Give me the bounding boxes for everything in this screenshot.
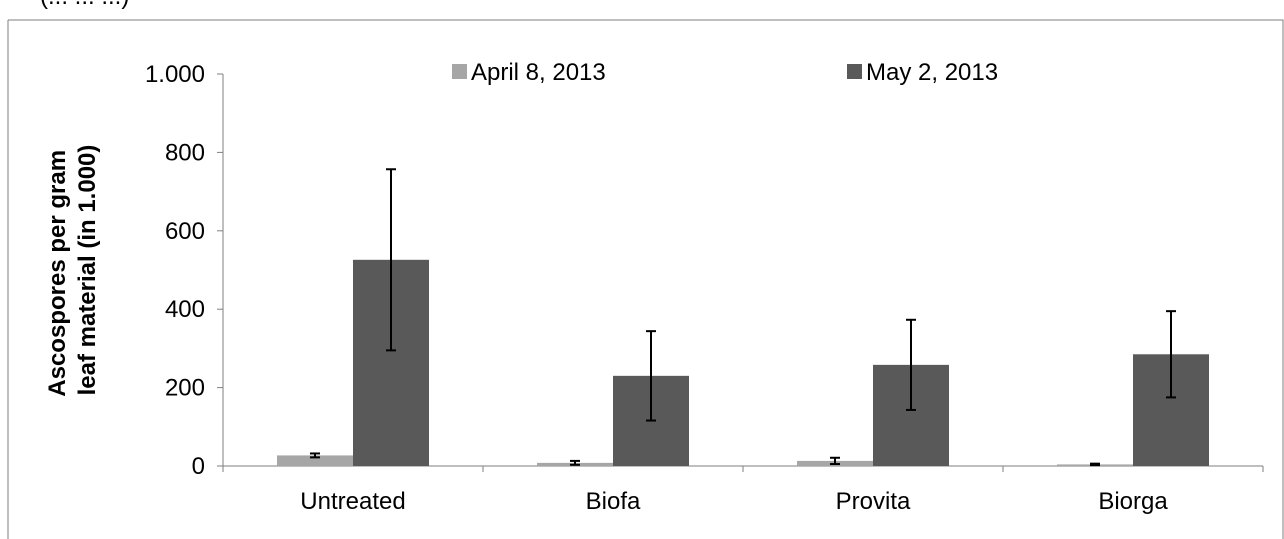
legend-swatch: [452, 64, 467, 79]
x-tick-label: Biorga: [1098, 488, 1168, 515]
x-ticks: Untreated Biofa Provita Biorga: [222, 466, 1264, 515]
bars: [277, 259, 1209, 466]
legend-swatch: [847, 64, 862, 79]
y-tick-label: 600: [165, 218, 205, 245]
header-fragment: (... ... ...): [40, 0, 129, 10]
error-bars: [310, 168, 1176, 467]
bar-april: [277, 455, 353, 466]
x-tick-label: Provita: [836, 488, 911, 515]
legend: April 8, 2013 May 2, 2013: [452, 59, 998, 86]
legend-label: May 2, 2013: [866, 59, 998, 86]
y-ticks: 0 200 400 600 800 1.000: [145, 61, 223, 480]
y-axis-title: Ascospores per gram leaf material (in 1.…: [44, 143, 101, 396]
x-tick-label: Biofa: [586, 488, 641, 515]
y-tick-label: 1.000: [145, 61, 205, 88]
legend-label: April 8, 2013: [471, 59, 606, 86]
chart-frame: [8, 19, 1284, 539]
y-tick-label: 400: [165, 296, 205, 323]
y-axis-title-line-2: leaf material (in 1.000): [74, 145, 101, 396]
y-tick-label: 0: [192, 453, 205, 480]
x-tick-label: Untreated: [300, 488, 405, 515]
y-tick-label: 200: [165, 375, 205, 402]
y-axis-title-line-1: Ascospores per gram: [44, 150, 71, 397]
y-tick-label: 800: [165, 139, 205, 166]
